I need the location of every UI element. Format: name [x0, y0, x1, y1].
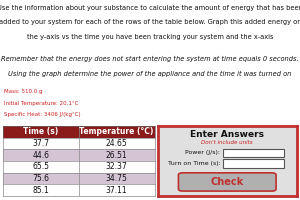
FancyBboxPatch shape	[178, 173, 276, 191]
Text: Use the information about your substance to calculate the amount of energy that : Use the information about your substance…	[0, 5, 300, 11]
Text: Enter Answers: Enter Answers	[190, 130, 264, 139]
Text: Check: Check	[211, 177, 244, 187]
Text: 34.75: 34.75	[106, 174, 128, 183]
Text: 44.6: 44.6	[32, 151, 50, 160]
Text: 24.65: 24.65	[106, 139, 128, 148]
Text: added to your system for each of the rows of the table below. Graph this added e: added to your system for each of the row…	[0, 19, 300, 25]
Text: Remember that the energy does not start entering the system at time equals 0 sec: Remember that the energy does not start …	[1, 56, 299, 62]
Text: 85.1: 85.1	[32, 186, 49, 195]
Text: Time (s): Time (s)	[23, 127, 58, 136]
Text: 65.5: 65.5	[32, 162, 50, 171]
Text: the y-axis vs the time you have been tracking your system and the x-axis: the y-axis vs the time you have been tra…	[27, 34, 273, 40]
Text: Specific Heat: 3406 J/(kg°C): Specific Heat: 3406 J/(kg°C)	[4, 112, 81, 117]
Text: Power (J/s):: Power (J/s):	[185, 150, 220, 155]
Text: 26.51: 26.51	[106, 151, 128, 160]
Text: Temperature (°C): Temperature (°C)	[80, 127, 154, 136]
Bar	[223, 159, 284, 168]
Text: Using the graph determine the power of the appliance and the time it was turned : Using the graph determine the power of t…	[8, 71, 292, 77]
Text: 32.37: 32.37	[106, 162, 128, 171]
Text: Don't include units: Don't include units	[201, 140, 253, 145]
Bar	[223, 149, 284, 157]
Text: 37.11: 37.11	[106, 186, 128, 195]
Text: Initial Temperature: 20.1°C: Initial Temperature: 20.1°C	[4, 101, 79, 106]
Text: 75.6: 75.6	[32, 174, 50, 183]
Text: Turn on Time (s):: Turn on Time (s):	[167, 161, 220, 166]
Text: Mass: 510.0 g: Mass: 510.0 g	[4, 89, 43, 94]
Text: 37.7: 37.7	[32, 139, 50, 148]
